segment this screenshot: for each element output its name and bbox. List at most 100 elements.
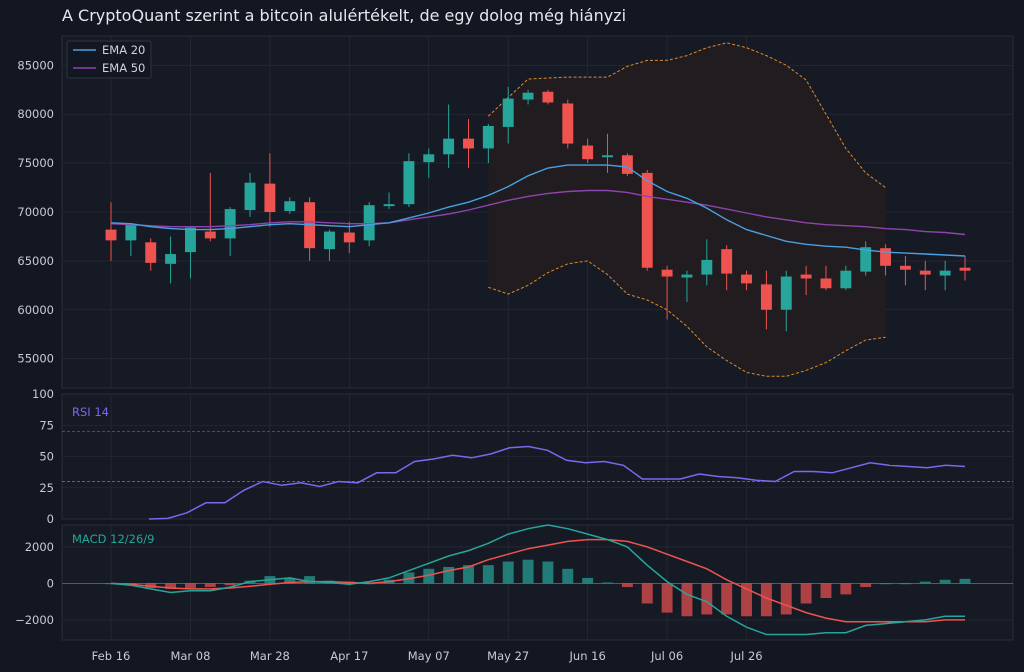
candle-body — [562, 103, 574, 144]
macd-histogram-bar — [304, 576, 316, 584]
y-tick-label: 75000 — [17, 156, 54, 170]
candle-body — [443, 138, 455, 155]
y-tick-label: 50 — [39, 450, 54, 464]
macd-histogram-bar — [602, 582, 613, 584]
macd-histogram-bar — [204, 583, 216, 588]
macd-histogram-bar — [840, 583, 852, 595]
candle-body — [959, 267, 971, 271]
y-tick-label: 80000 — [17, 107, 54, 121]
candle-body — [383, 204, 395, 207]
candle-body — [820, 278, 832, 289]
x-tick-label: Jun 16 — [569, 649, 606, 663]
x-tick-label: Jul 26 — [729, 649, 762, 663]
candle-body — [721, 249, 733, 274]
y-tick-label: −2000 — [15, 613, 54, 627]
rsi-panel-label: RSI 14 — [72, 405, 109, 419]
ema50-line — [110, 189, 966, 236]
candle-body — [661, 269, 673, 277]
candle-body — [641, 172, 653, 268]
candle-body — [463, 138, 474, 149]
candle-body — [244, 182, 256, 211]
macd-histogram-bar — [760, 583, 772, 617]
candle-body — [363, 205, 375, 241]
candle-body — [760, 284, 772, 310]
macd-histogram-bar — [741, 583, 752, 617]
candle-body — [522, 92, 534, 100]
candle-body — [621, 155, 633, 174]
ema20-line — [110, 164, 966, 257]
macd-histogram-bar — [641, 583, 653, 604]
page-title: A CryptoQuant szerint a bitcoin alulérté… — [62, 6, 627, 25]
candle-body — [681, 274, 693, 278]
macd-histogram-bar — [899, 583, 911, 585]
y-tick-label: 55000 — [17, 352, 54, 366]
macd-histogram-bar — [463, 565, 474, 584]
x-tick-label: Jul 06 — [650, 649, 683, 663]
candle-body — [780, 276, 792, 310]
y-tick-label: 70000 — [17, 205, 54, 219]
macd-histogram-bar — [224, 583, 236, 586]
macd-histogram-bar — [284, 577, 296, 584]
x-tick-label: May 27 — [487, 649, 529, 663]
legend-label-ema50: EMA 50 — [102, 61, 145, 75]
macd-histogram-bar — [482, 565, 494, 584]
y-tick-label: 100 — [32, 387, 54, 401]
macd-histogram-bar — [780, 583, 792, 615]
candle-body — [840, 270, 852, 289]
macd-histogram-bar — [423, 568, 435, 584]
y-tick-label: 2000 — [25, 540, 54, 554]
macd-histogram-bar — [661, 583, 673, 613]
candle-body — [324, 231, 335, 250]
candle-body — [542, 91, 554, 103]
candle-body — [204, 231, 216, 239]
y-tick-label: 85000 — [17, 58, 54, 72]
legend-label-ema20: EMA 20 — [102, 43, 145, 57]
macd-panel-label: MACD 12/26/9 — [72, 532, 154, 546]
macd-histogram-bar — [184, 583, 196, 588]
candle-body — [602, 155, 613, 158]
candle-body — [800, 274, 812, 279]
macd-histogram-bar — [443, 566, 455, 584]
macd-histogram-bar — [959, 578, 971, 584]
x-tick-label: Mar 08 — [170, 649, 210, 663]
macd-histogram-bar — [860, 583, 872, 588]
candle-body — [264, 183, 276, 212]
x-tick-label: Apr 17 — [330, 649, 368, 663]
candle-body — [343, 232, 355, 243]
y-tick-label: 60000 — [17, 303, 54, 317]
candle-body — [502, 98, 514, 127]
candle-body — [701, 259, 713, 275]
candle-body — [482, 125, 494, 149]
candle-body — [582, 145, 594, 160]
macd-histogram-bar — [880, 583, 892, 585]
candle-body — [125, 224, 137, 241]
y-tick-label: 65000 — [17, 254, 54, 268]
macd-histogram-bar — [502, 561, 514, 584]
macd-histogram-bar — [582, 577, 594, 584]
macd-histogram-bar — [542, 561, 554, 584]
candle-body — [860, 247, 872, 272]
x-tick-label: May 07 — [408, 649, 450, 663]
macd-histogram-bar — [800, 583, 812, 604]
panel-3-frame — [61, 524, 1014, 641]
candle-body — [403, 161, 415, 205]
upper-band-line — [487, 42, 886, 189]
macd-histogram-bar — [939, 579, 951, 584]
candle-body — [165, 254, 177, 264]
macd-histogram-bar — [403, 572, 415, 584]
rsi-line — [148, 445, 966, 520]
macd-histogram-bar — [820, 583, 832, 599]
macd-histogram-bar — [701, 583, 713, 615]
y-tick-label: 75 — [39, 418, 54, 432]
candle-body — [939, 270, 951, 276]
candle-body — [899, 265, 911, 270]
macd-signal-line — [110, 538, 965, 623]
macd-histogram-bar — [165, 583, 177, 589]
candle-body — [919, 270, 931, 275]
x-tick-label: Feb 16 — [92, 649, 131, 663]
candle-body — [145, 242, 157, 263]
macd-histogram-bar — [522, 559, 534, 584]
x-tick-label: Mar 28 — [250, 649, 290, 663]
candle-body — [224, 209, 236, 239]
